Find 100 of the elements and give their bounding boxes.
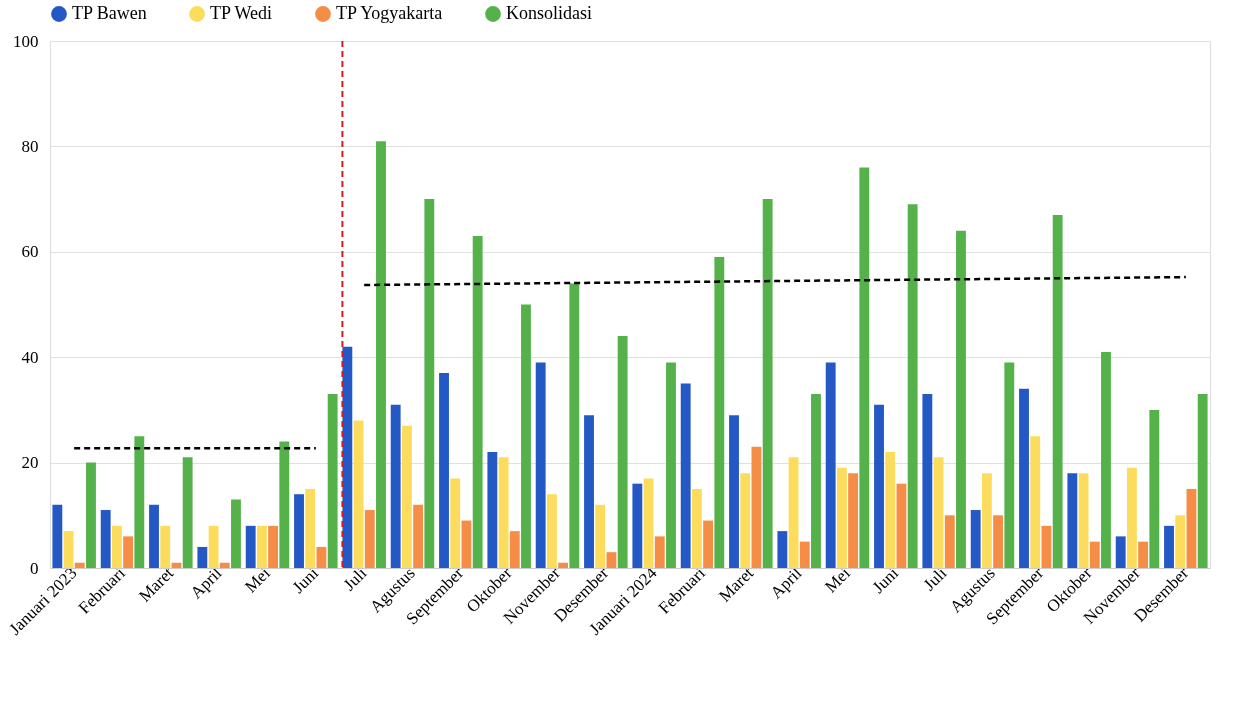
bar: [316, 546, 327, 568]
bar: [342, 346, 353, 568]
bar: [777, 531, 788, 568]
bar: [305, 488, 316, 568]
bar: [595, 504, 606, 568]
bar: [1019, 388, 1029, 568]
bar: [703, 520, 714, 568]
bar: [848, 473, 859, 568]
y-tick-label: 40: [21, 347, 39, 367]
bar: [327, 394, 338, 568]
bar: [390, 404, 401, 568]
bar: [714, 257, 725, 568]
bar: [799, 541, 810, 568]
bar: [1138, 541, 1149, 568]
bar: [219, 562, 230, 568]
bar: [885, 452, 896, 568]
bar: [836, 467, 847, 568]
y-tick-label: 60: [21, 242, 39, 262]
x-tick-label: Juli: [919, 563, 951, 595]
bar: [617, 336, 628, 568]
bar: [413, 504, 424, 568]
bar: [569, 283, 580, 568]
bar: [584, 415, 594, 568]
bar: [401, 425, 412, 568]
bar: [1197, 394, 1208, 568]
bar: [1078, 473, 1089, 568]
legend-label: TP Wedi: [210, 3, 273, 23]
bar: [461, 520, 472, 568]
bar: [1149, 409, 1160, 568]
legend-label: TP Bawen: [72, 3, 147, 23]
bar: [1004, 362, 1015, 568]
bar: [111, 525, 122, 568]
legend-label: Konsolidasi: [506, 3, 593, 23]
bar: [498, 457, 509, 568]
bar: [268, 525, 279, 568]
bar: [1101, 351, 1111, 568]
y-tick-label: 20: [21, 453, 39, 473]
bar: [521, 304, 531, 568]
bar: [182, 457, 193, 568]
bar: [944, 515, 955, 568]
x-tick-label: Juni: [288, 563, 323, 597]
legend-label: TP Yogyakarta: [336, 3, 443, 23]
bar: [654, 536, 665, 568]
bar: [160, 525, 171, 568]
bar: [439, 373, 449, 568]
y-tick-label: 100: [13, 31, 39, 51]
bar: [751, 446, 762, 568]
bar: [993, 515, 1004, 568]
bar: [632, 483, 643, 568]
x-tick-label: Juli: [339, 563, 371, 595]
bar: [956, 230, 966, 568]
bar: [643, 478, 654, 568]
bar: [1041, 525, 1052, 568]
bar: [907, 204, 918, 568]
bar: [509, 531, 520, 568]
bar: [762, 199, 773, 568]
bar: [245, 525, 256, 568]
bar: [134, 436, 145, 568]
y-tick-label: 0: [30, 558, 39, 578]
bar: [1052, 214, 1063, 568]
bar: [279, 441, 290, 568]
bar: [364, 510, 375, 568]
bar: [424, 199, 435, 568]
bar: [680, 383, 691, 568]
bar: [1186, 488, 1197, 568]
bar: [729, 415, 739, 568]
bar: [1067, 473, 1078, 568]
bar: [208, 525, 219, 568]
bar: [558, 562, 569, 568]
bar: [100, 510, 111, 568]
bar: [788, 457, 799, 568]
bar: [231, 499, 241, 568]
bar: [922, 394, 933, 568]
bar: [896, 483, 907, 568]
bar: [353, 420, 364, 568]
bar: [874, 404, 884, 568]
bar: [691, 488, 702, 568]
bar: [376, 141, 386, 568]
bar: [740, 473, 751, 568]
bar: [487, 452, 498, 568]
x-tick-label: Juni: [868, 563, 903, 597]
bar: [811, 394, 821, 568]
bar: [1115, 536, 1126, 568]
bar: [294, 494, 304, 568]
bar: [450, 478, 461, 568]
bar: [1030, 436, 1041, 568]
x-tick-label: Mei: [821, 563, 855, 597]
bar: [606, 552, 617, 568]
bar: [63, 531, 74, 568]
bar: [472, 235, 483, 568]
y-tick-label: 80: [21, 136, 39, 156]
bar: [970, 510, 981, 568]
bar: [1164, 525, 1174, 568]
bar: [52, 504, 63, 568]
bar: [123, 536, 134, 568]
bar: [546, 494, 557, 568]
bar: [666, 362, 676, 568]
bar: [859, 167, 870, 568]
bar: [149, 504, 159, 568]
bar: [535, 362, 546, 568]
